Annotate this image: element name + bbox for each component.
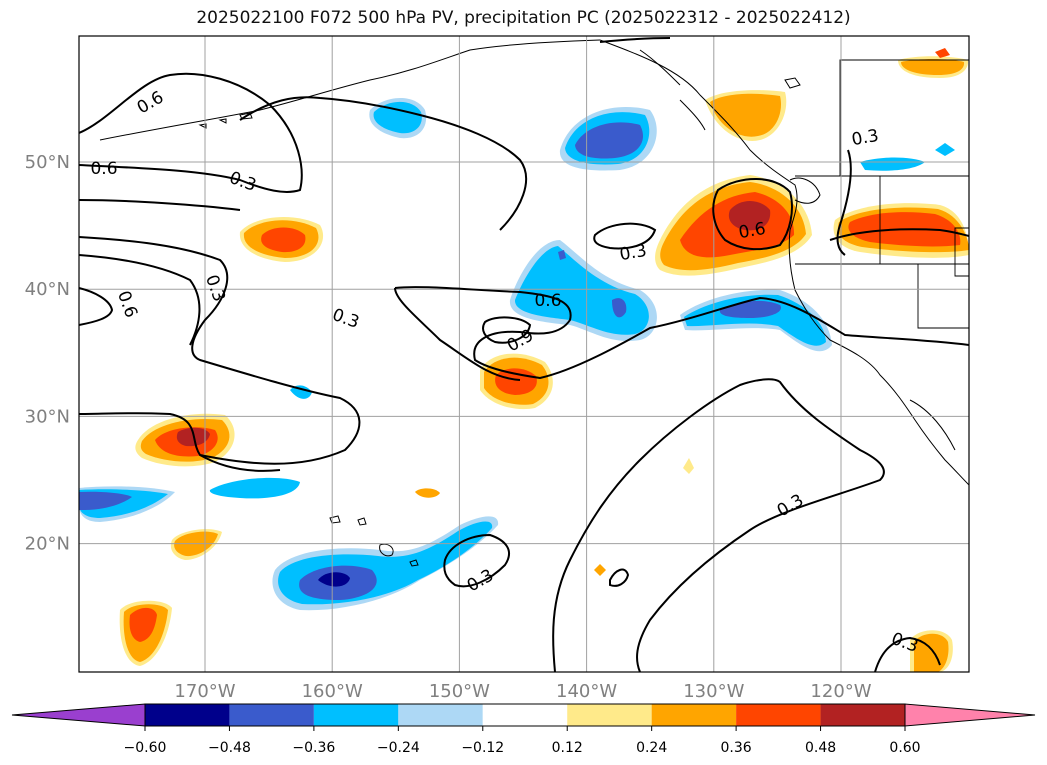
pv-contours [79,37,969,672]
lon-label: 160°W [302,681,363,702]
colorbar: −0.60 −0.48 −0.36 −0.24 −0.12 0.12 0.24 0.36 0.4… [11,703,1036,756]
lat-label: 50°N [25,152,70,173]
lat-label: 30°N [25,406,70,427]
contour-label: 0.3 [850,126,880,150]
colorbar-segment [567,704,652,726]
colorbar-segment [145,704,230,726]
colorbar-extend-low [11,703,146,727]
lat-label: 40°N [25,279,70,300]
colorbar-tick-label: −0.24 [377,740,420,756]
map-frame [78,35,970,673]
axis-labels: 50°N 40°N 30°N 20°N 170°W 160°W 150°W 140°W 130°… [25,152,872,702]
colorbar-tick-label: 0.60 [889,740,920,756]
lon-label: 150°W [429,681,490,702]
map-area [79,36,969,672]
contour-label: 0.3 [618,241,648,265]
colorbar-segment [398,704,483,726]
lon-label: 120°W [810,681,871,702]
lon-label: 140°W [556,681,617,702]
colorbar-tick-label: 0.36 [721,740,752,756]
colorbar-segment [736,704,821,726]
lon-label: 130°W [683,681,744,702]
negative-precip-shading [79,97,955,611]
colorbar-segment [313,704,399,726]
coastlines [99,39,969,567]
colorbar-tick-label: 0.24 [636,740,667,756]
colorbar-segment [229,704,314,726]
lat-label: 20°N [25,534,70,555]
map-title: 2025022100 F072 500 hPa PV, precipitatio… [196,8,851,28]
colorbar-tick-label: −0.48 [208,740,251,756]
colorbar-segment [820,704,905,726]
contour-label: 0.6 [90,159,117,179]
contour-label: 0.6 [737,219,767,243]
colorbar-tick-label: 0.12 [552,740,583,756]
colorbar-tick-label: −0.12 [461,740,504,756]
colorbar-tick-label: −0.36 [292,740,335,756]
colorbar-extend-high [904,703,1036,727]
positive-precip-shading [119,48,969,672]
colorbar-tick-label: −0.60 [124,740,167,756]
lon-label: 170°W [174,681,235,702]
contour-label: 0.6 [534,291,561,311]
colorbar-segment [651,704,737,726]
colorbar-frame [144,703,906,727]
colorbar-segment [482,704,568,726]
borders [795,59,969,329]
colorbar-tick-label: 0.48 [805,740,836,756]
